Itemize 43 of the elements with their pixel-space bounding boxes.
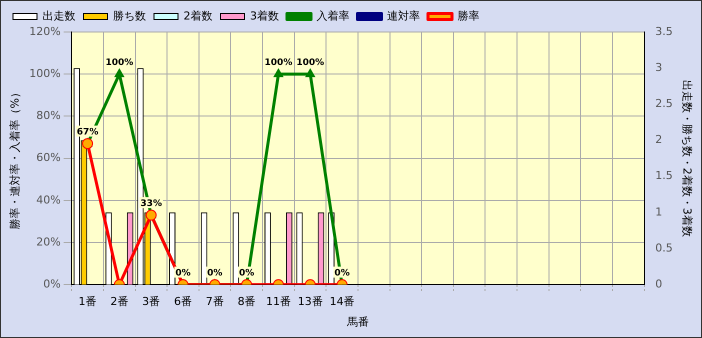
y-tick-label: 20% — [36, 235, 61, 248]
y-tick-label: 120% — [29, 24, 61, 38]
y2-tick-label: 2 — [655, 133, 662, 146]
legend-label: 入着率 — [316, 9, 350, 22]
y2-tick-label: 3.5 — [655, 24, 673, 38]
data-label: 0% — [334, 268, 350, 278]
legend-label: 3着数 — [250, 9, 279, 22]
data-label: 33% — [140, 198, 162, 209]
x-tick-label: 3番 — [142, 295, 160, 308]
x-tick-label: 6番 — [174, 295, 192, 308]
x-tick-label: 7番 — [206, 295, 224, 308]
legend-label: 勝ち数 — [113, 9, 146, 22]
y2-tick-label: 2.5 — [655, 97, 673, 110]
x-tick-label: 14番 — [330, 295, 355, 308]
legend-label: 出走数 — [42, 9, 76, 22]
x-tick-label: 2番 — [110, 295, 128, 308]
x-tick-label: 8番 — [238, 295, 256, 308]
y-tick-label: 0% — [43, 277, 61, 290]
y2-tick-label: 1 — [655, 205, 662, 218]
data-label: 100% — [296, 58, 324, 68]
y-tick-label: 60% — [36, 151, 61, 164]
x-tick-label: 11番 — [266, 295, 291, 308]
x-axis-title: 馬番 — [346, 315, 369, 328]
legend-label: 連対率 — [386, 9, 420, 22]
data-label: 0% — [238, 268, 254, 278]
data-label: 0% — [175, 268, 191, 278]
y2-tick-label: 3 — [655, 60, 662, 74]
legend-label: 勝率 — [457, 9, 480, 22]
legend-label: 2着数 — [184, 9, 212, 22]
x-tick-label: 13番 — [298, 295, 323, 308]
data-label: 100% — [264, 58, 292, 68]
y-axis-title: 勝率・連対率・入着率（%） — [8, 87, 22, 230]
data-label: 0% — [207, 268, 222, 278]
x-tick-label: 1番 — [78, 295, 97, 308]
data-label: 100% — [105, 58, 134, 68]
data-label: 67% — [76, 127, 98, 138]
y2-tick-label: 1.5 — [655, 169, 673, 182]
y2-tick-label: 0.5 — [655, 241, 673, 254]
y2-tick-label: 0 — [655, 277, 662, 290]
y2-axis-title: 出走数・勝ち数・2着数・3着数 — [680, 80, 694, 237]
y-tick-label: 80% — [36, 109, 61, 122]
y-tick-label: 40% — [36, 193, 61, 206]
y-tick-label: 100% — [29, 66, 61, 80]
